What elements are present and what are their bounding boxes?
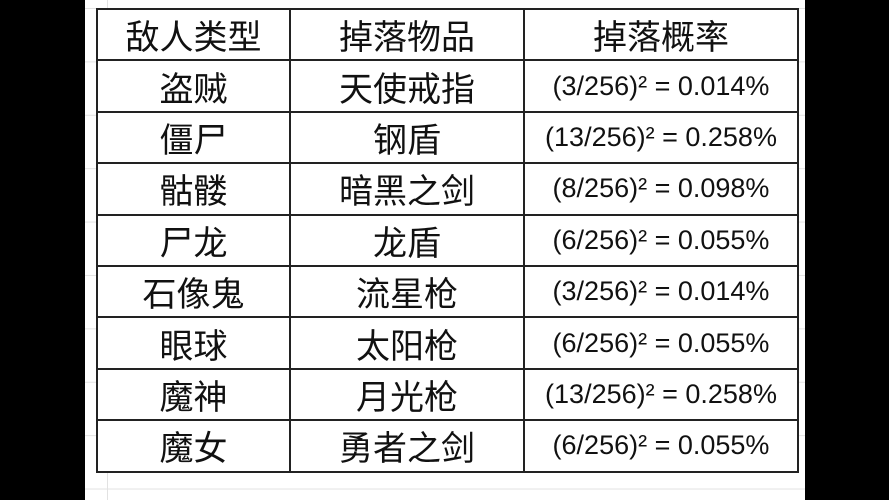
item-cell[interactable]: 暗黑之剑 — [289, 162, 525, 216]
header-enemy-type[interactable]: 敌人类型 — [96, 7, 291, 62]
item-cell[interactable]: 钢盾 — [289, 110, 525, 165]
enemy-cell[interactable]: 魔神 — [96, 367, 291, 422]
table-row: 骷髅 暗黑之剑 (8/256)² = 0.098% — [96, 162, 799, 216]
table-row: 僵尸 钢盾 (13/256)² = 0.258% — [96, 110, 799, 165]
item-cell[interactable]: 流星枪 — [289, 264, 525, 319]
rate-cell[interactable]: (13/256)² = 0.258% — [523, 110, 799, 165]
item-cell[interactable]: 天使戒指 — [289, 59, 525, 113]
rate-cell[interactable]: (13/256)² = 0.258% — [523, 367, 799, 422]
item-cell[interactable]: 勇者之剑 — [289, 419, 525, 473]
rate-cell[interactable]: (6/256)² = 0.055% — [523, 419, 799, 473]
enemy-cell[interactable]: 魔女 — [96, 419, 291, 473]
table-row: 魔女 勇者之剑 (6/256)² = 0.055% — [96, 419, 799, 473]
rate-cell[interactable]: (8/256)² = 0.098% — [523, 162, 799, 216]
item-cell[interactable]: 月光枪 — [289, 367, 525, 422]
header-drop-rate[interactable]: 掉落概率 — [523, 7, 799, 62]
table-row: 眼球 太阳枪 (6/256)² = 0.055% — [96, 316, 799, 370]
rate-cell[interactable]: (6/256)² = 0.055% — [523, 213, 799, 267]
enemy-cell[interactable]: 石像鬼 — [96, 264, 291, 319]
table-row: 魔神 月光枪 (13/256)² = 0.258% — [96, 367, 799, 422]
enemy-cell[interactable]: 骷髅 — [96, 162, 291, 216]
rate-cell[interactable]: (3/256)² = 0.014% — [523, 59, 799, 113]
rate-cell[interactable]: (3/256)² = 0.014% — [523, 264, 799, 319]
rate-cell[interactable]: (6/256)² = 0.055% — [523, 316, 799, 370]
item-cell[interactable]: 龙盾 — [289, 213, 525, 267]
enemy-cell[interactable]: 盗贼 — [96, 59, 291, 113]
table-row: 盗贼 天使戒指 (3/256)² = 0.014% — [96, 59, 799, 113]
enemy-cell[interactable]: 眼球 — [96, 316, 291, 370]
enemy-cell[interactable]: 尸龙 — [96, 213, 291, 267]
table-row: 尸龙 龙盾 (6/256)² = 0.055% — [96, 213, 799, 267]
drop-rate-table: 敌人类型 掉落物品 掉落概率 盗贼 天使戒指 (3/256)² = 0.014% 僵尸… — [96, 7, 799, 473]
enemy-cell[interactable]: 僵尸 — [96, 110, 291, 165]
item-cell[interactable]: 太阳枪 — [289, 316, 525, 370]
header-row: 敌人类型 掉落物品 掉落概率 — [96, 7, 799, 62]
table-row: 石像鬼 流星枪 (3/256)² = 0.014% — [96, 264, 799, 319]
header-drop-item[interactable]: 掉落物品 — [289, 7, 525, 62]
